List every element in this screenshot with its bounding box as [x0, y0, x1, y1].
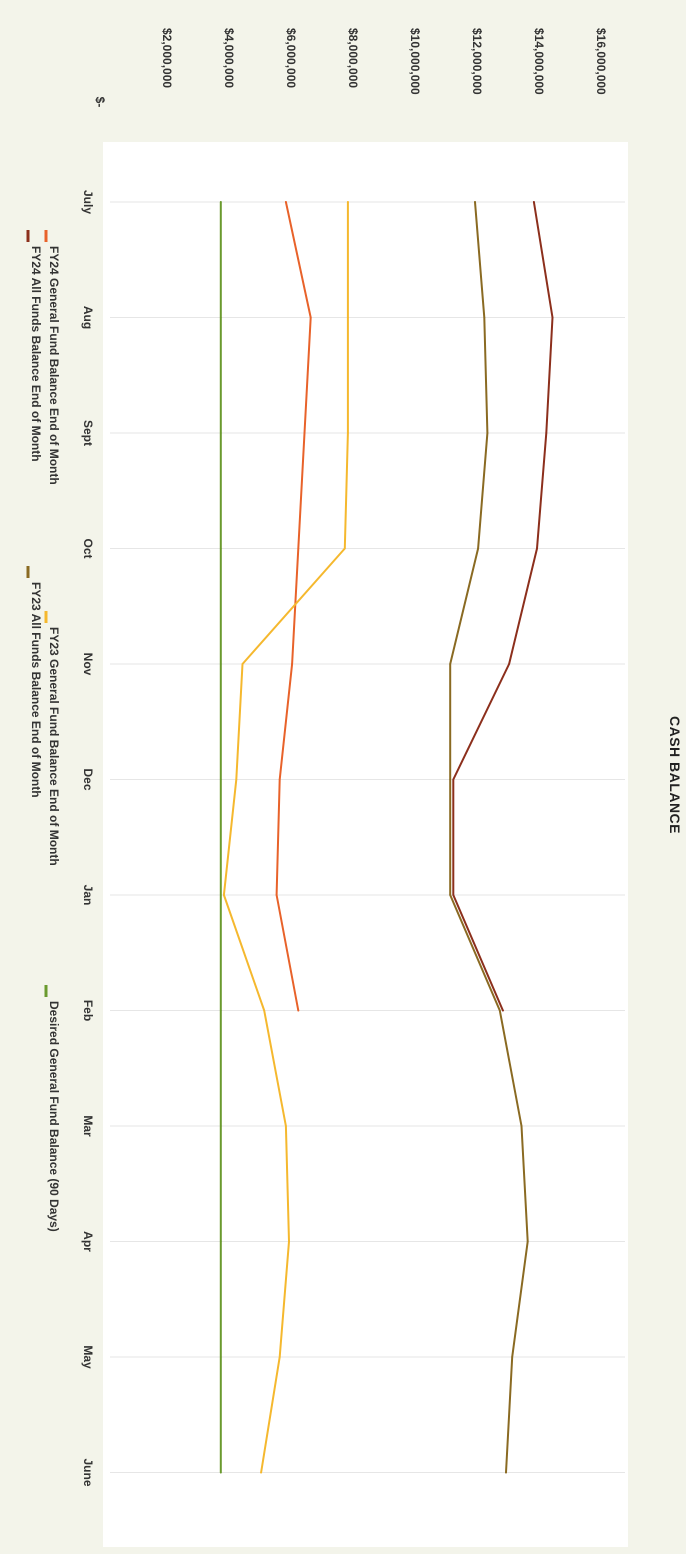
x-tick-feb: Feb: [81, 1000, 95, 1021]
series-1-point-1: [347, 316, 349, 319]
series-line-3: [452, 201, 554, 1012]
y-tick-3: $6,000,000: [284, 28, 298, 88]
series-2-point-8: [219, 1125, 222, 1127]
series-4-point-0: [474, 201, 476, 203]
series-3-point-7: [502, 1009, 504, 1012]
series-3-point-0: [533, 201, 535, 203]
series-4-point-4: [449, 663, 452, 665]
series-2-point-5: [219, 778, 222, 781]
plot-area: [103, 142, 628, 1547]
series-0-point-4: [291, 663, 293, 665]
series-2-point-2: [219, 432, 222, 434]
series-0-point-2: [303, 432, 306, 434]
series-3-point-5: [452, 778, 455, 781]
series-3-point-4: [508, 663, 510, 665]
series-1-point-10: [278, 1356, 281, 1358]
y-tick-7: $14,000,000: [532, 28, 546, 95]
series-4-point-3: [477, 547, 479, 550]
series-2-point-0: [219, 201, 222, 203]
series-2-point-6: [219, 894, 222, 896]
x-tick-july: July: [81, 190, 95, 214]
series-4-point-8: [520, 1125, 523, 1127]
gridlines: [110, 201, 625, 1473]
series-1-point-7: [263, 1009, 266, 1012]
series-1-point-9: [288, 1240, 290, 1243]
series-line-0: [275, 201, 312, 1012]
legend-label-3: FY24 All Funds Balance End of Month: [29, 246, 43, 462]
series-line-4: [449, 201, 529, 1474]
series-0-point-1: [309, 316, 312, 319]
y-tick-2: $4,000,000: [222, 28, 236, 88]
series-0-point-0: [285, 201, 287, 203]
series-0-point-7: [297, 1009, 300, 1012]
x-tick-june: June: [81, 1458, 95, 1486]
y-tick-0: $-: [93, 97, 107, 108]
series-4-point-7: [498, 1009, 501, 1012]
series-lines: [219, 201, 554, 1474]
series-4-point-10: [511, 1356, 514, 1358]
series-3-point-2: [545, 432, 548, 434]
series-3-point-3: [536, 547, 538, 550]
x-tick-mar: Mar: [81, 1115, 95, 1137]
series-1-point-5: [235, 778, 238, 781]
series-2-point-10: [219, 1356, 222, 1358]
y-tick-4: $8,000,000: [346, 28, 360, 88]
x-tick-jan: Jan: [81, 885, 95, 906]
series-2-point-7: [219, 1009, 222, 1012]
series-0-point-3: [297, 547, 300, 550]
x-tick-apr: Apr: [81, 1231, 95, 1252]
series-3-point-6: [452, 894, 455, 896]
series-3-point-1: [551, 316, 554, 319]
series-4-point-6: [449, 894, 452, 896]
series-2-point-3: [219, 547, 222, 550]
series-0-point-5: [278, 778, 281, 781]
series-4-point-11: [505, 1471, 507, 1474]
series-line-1: [222, 201, 349, 1474]
chart-title: CASH BALANCE: [667, 716, 683, 834]
y-tick-5: $10,000,000: [408, 28, 422, 95]
y-axis-tick-labels: $- $2,000,000 $4,000,000 $6,000,000 $8,000,0…: [93, 28, 608, 107]
series-2-point-1: [219, 316, 222, 319]
legend-label-2: Desired General Fund Balance (90 Days): [47, 1001, 61, 1232]
x-tick-sept: Sept: [81, 420, 95, 446]
legend-label-4: FY23 All Funds Balance End of Month: [29, 582, 43, 798]
series-1-point-0: [347, 201, 349, 203]
legend-label-1: FY23 General Fund Balance End of Month: [47, 627, 61, 866]
series-4-point-1: [483, 316, 486, 319]
x-axis-tick-labels: July Aug Sept Oct Nov Dec Jan Feb Mar Apr May June: [81, 190, 95, 1487]
x-tick-dec: Dec: [81, 768, 95, 790]
series-0-point-6: [275, 894, 278, 896]
series-2-point-9: [219, 1240, 222, 1243]
y-tick-6: $12,000,000: [470, 28, 484, 95]
series-1-point-3: [343, 547, 346, 550]
series-1-point-2: [347, 432, 349, 434]
series-2-point-11: [219, 1471, 222, 1474]
series-1-point-4: [241, 663, 244, 665]
x-tick-aug: Aug: [81, 306, 95, 329]
series-1-point-11: [260, 1471, 262, 1474]
legend: FY24 General Fund Balance End of Month FY…: [26, 230, 61, 1232]
series-2-point-4: [219, 663, 222, 665]
x-tick-oct: Oct: [81, 538, 95, 558]
series-4-point-5: [449, 778, 452, 781]
x-tick-nov: Nov: [81, 653, 95, 676]
series-4-point-9: [526, 1240, 529, 1243]
series-1-point-8: [285, 1125, 287, 1127]
y-tick-1: $2,000,000: [160, 28, 174, 88]
series-1-point-6: [223, 894, 225, 896]
x-tick-may: May: [81, 1345, 95, 1369]
legend-label-0: FY24 General Fund Balance End of Month: [47, 246, 61, 485]
y-tick-8: $16,000,000: [594, 28, 608, 95]
series-4-point-2: [486, 432, 489, 434]
